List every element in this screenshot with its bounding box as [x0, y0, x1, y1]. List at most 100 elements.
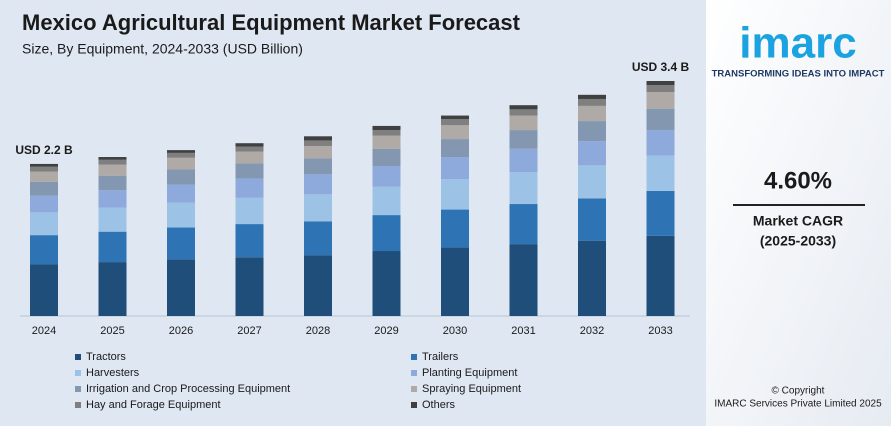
bar-segment — [98, 164, 127, 176]
x-tick-label: 2030 — [443, 325, 467, 337]
bar-segment — [372, 166, 401, 187]
bar-segment — [578, 98, 606, 106]
bar-segment — [30, 181, 58, 196]
bar-segment — [30, 264, 58, 316]
bar-segment — [167, 202, 195, 228]
chart-subtitle: Size, By Equipment, 2024-2033 (USD Billi… — [22, 41, 303, 57]
bar-segment — [509, 105, 538, 110]
bar-segment — [167, 184, 195, 203]
x-tick-label: 2025 — [100, 325, 124, 337]
bar-segment — [30, 163, 58, 167]
bar-segment — [304, 158, 332, 175]
legend-label: Tractors — [86, 351, 126, 363]
bar-segment — [646, 81, 675, 86]
bar-segment — [235, 143, 264, 147]
legend-marker — [411, 386, 417, 392]
bar-segment — [578, 121, 606, 142]
bar-segment — [167, 157, 195, 170]
bar-segment — [235, 146, 264, 152]
bar-segment — [646, 108, 675, 131]
bar-segment — [578, 198, 606, 241]
bar-segment — [372, 186, 401, 216]
bar-segment — [304, 221, 332, 256]
bar-segment — [441, 125, 469, 140]
x-tick-label: 2024 — [32, 325, 56, 337]
bar-segment — [646, 190, 675, 236]
bar-segment — [30, 235, 58, 265]
bar-segment — [441, 247, 469, 316]
x-tick-label: 2032 — [580, 325, 604, 337]
bar-segment — [235, 163, 264, 179]
bar-segment — [646, 85, 675, 93]
bar-segment — [98, 231, 127, 263]
tagline: TRANSFORMING IDEAS INTO IMPACT — [712, 69, 885, 80]
bar-segment — [372, 148, 401, 167]
bar-segment — [30, 212, 58, 236]
company: IMARC Services Private Limited 2025 — [714, 399, 882, 410]
bar-segment — [167, 259, 195, 316]
bar-segment — [167, 152, 195, 158]
bar-segment — [167, 227, 195, 260]
bar-segment — [98, 262, 127, 316]
bar-segment — [98, 207, 127, 232]
legend-label: Harvesters — [86, 367, 140, 379]
bar-segment — [30, 171, 58, 182]
x-tick-label: 2031 — [511, 325, 535, 337]
legend-marker — [75, 386, 81, 392]
bar-segment — [578, 141, 606, 166]
x-tick-label: 2033 — [648, 325, 672, 337]
bar-segment — [235, 197, 264, 225]
bar-segment — [441, 179, 469, 210]
bar-segment — [235, 151, 264, 164]
bar-segment — [30, 195, 58, 213]
bar-segment — [304, 145, 332, 159]
legend-marker — [411, 370, 417, 376]
cagr-value: 4.60% — [764, 167, 832, 194]
bar-segment — [30, 166, 58, 172]
bar-segment — [441, 209, 469, 248]
bar-segment — [509, 109, 538, 116]
bar-segment — [304, 255, 332, 316]
legend-marker — [75, 354, 81, 360]
bar-segment — [304, 194, 332, 222]
bar-segment — [167, 169, 195, 185]
bar-segment — [235, 257, 264, 316]
bar-segment — [509, 204, 538, 245]
bar-segment — [578, 165, 606, 199]
total-label: USD 3.4 B — [632, 60, 690, 74]
total-label: USD 2.2 B — [15, 143, 73, 157]
bar-segment — [98, 157, 127, 160]
bar-segment — [304, 140, 332, 146]
legend-label: Irrigation and Crop Processing Equipment — [86, 383, 290, 395]
bar-segment — [509, 130, 538, 149]
bar-segment — [578, 240, 606, 316]
x-tick-label: 2028 — [306, 325, 330, 337]
x-tick-label: 2026 — [169, 325, 193, 337]
legend-label: Planting Equipment — [422, 367, 517, 379]
sidebar-background — [706, 0, 891, 426]
bar-segment — [578, 105, 606, 122]
bar-segment — [372, 215, 401, 252]
bar-segment — [372, 251, 401, 316]
bar-segment — [304, 174, 332, 195]
bar-segment — [646, 130, 675, 156]
legend-marker — [411, 354, 417, 360]
bar-segment — [304, 136, 332, 141]
bar-segment — [441, 119, 469, 126]
bar-segment — [235, 224, 264, 258]
legend-label: Trailers — [422, 351, 459, 363]
legend-marker — [411, 402, 417, 408]
bar-segment — [509, 115, 538, 131]
copyright: © Copyright — [772, 386, 825, 397]
bar-segment — [441, 157, 469, 180]
bar-segment — [578, 94, 606, 99]
bar-segment — [372, 130, 401, 136]
bar-segment — [98, 175, 127, 191]
legend-label: Others — [422, 399, 456, 411]
bar-segment — [441, 115, 469, 120]
bar-segment — [235, 178, 264, 198]
bar-segment — [372, 135, 401, 149]
bar-segment — [441, 139, 469, 158]
legend-label: Hay and Forage Equipment — [86, 399, 221, 411]
